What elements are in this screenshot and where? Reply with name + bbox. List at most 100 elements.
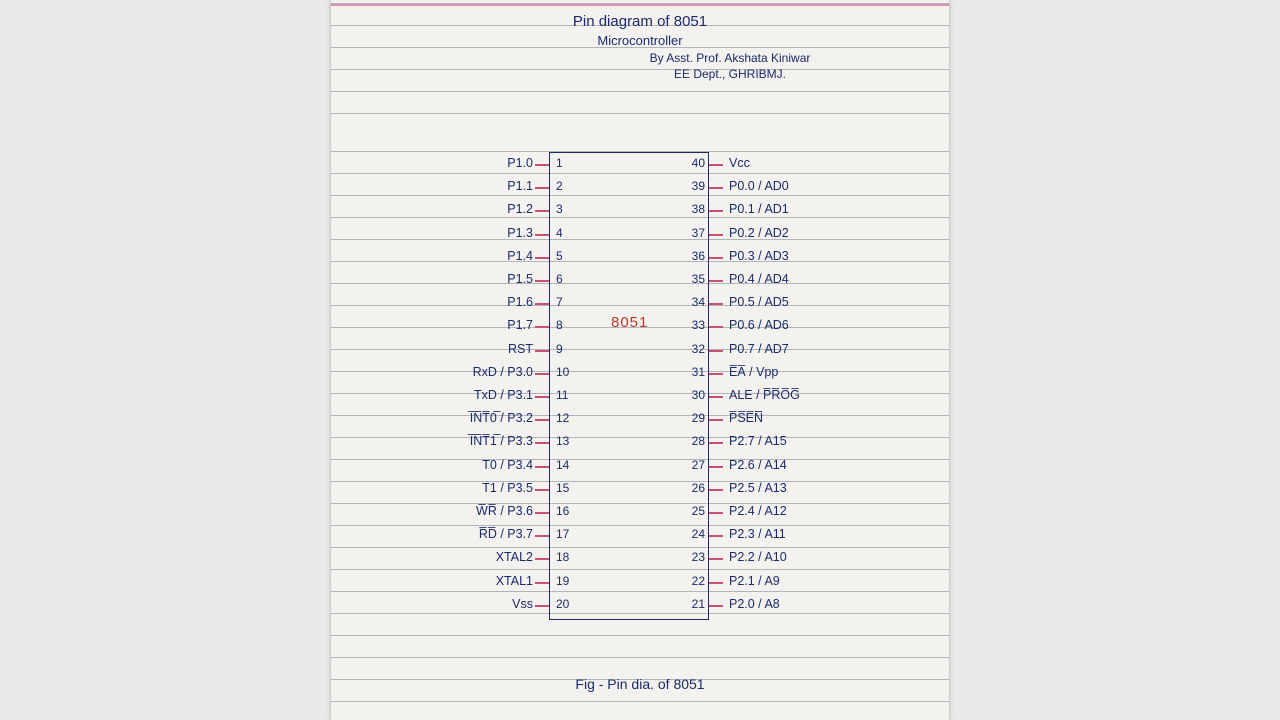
pin-right-number: 34 (685, 295, 705, 309)
pin-stub (535, 396, 549, 398)
pin-left-number: 13 (556, 434, 569, 448)
pin-row: RxD / P3.01031E̅A̅ / Vpp (331, 363, 951, 385)
pin-left-label: P1.2 (507, 202, 533, 216)
pin-stub (535, 582, 549, 584)
pin-row: P1.1239P0.0 / AD0 (331, 177, 951, 199)
pin-right-label: P2.1 / A9 (729, 574, 780, 588)
pin-stub (709, 187, 723, 189)
pin-row: P1.7 8 33 P0.6 / AD6 (331, 316, 951, 338)
pin-row: I̅N̅T̅1̅ / P3.3 13 28 P2.7 / A15 (331, 432, 951, 454)
pin-stub (535, 350, 549, 352)
pin-right-label: P0.1 / AD1 (729, 202, 789, 216)
pin-row: RST932P0.7 / AD7 (331, 340, 951, 362)
pin-right-number: 29 (685, 411, 705, 425)
pin-left-number: 7 (556, 295, 563, 309)
pin-left-number: 12 (556, 411, 569, 425)
pin-right-label: E̅A̅ / Vpp (729, 365, 778, 379)
pin-stub (535, 373, 549, 375)
pin-row: XTAL21823P2.2 / A10 (331, 548, 951, 570)
pin-row: R̅D̅ / P3.71724P2.3 / A11 (331, 525, 951, 547)
figure-caption: Fig - Pin dia. of 8051 (331, 676, 949, 692)
pin-left-number: 4 (556, 226, 563, 240)
pin-row: P1.5635P0.4 / AD4 (331, 270, 951, 292)
pin-left-label: XTAL2 (496, 550, 533, 564)
pin-left-label: P1.7 (507, 318, 533, 332)
pin-right-label: P0.2 / AD2 (729, 226, 789, 240)
pin-left-number: 6 (556, 272, 563, 286)
pin-right-label: P0.6 / AD6 (729, 318, 789, 332)
pin-right-number: 21 (685, 597, 705, 611)
pin-right-number: 25 (685, 504, 705, 518)
pin-stub (535, 512, 549, 514)
pin-stub (709, 535, 723, 537)
pin-row: W̅R̅ / P3.61625P2.4 / A12 (331, 502, 951, 524)
page-header: Pin diagram of 8051 Microcontroller By A… (331, 12, 949, 82)
pin-stub (709, 257, 723, 259)
pin-right-label: P2.3 / A11 (729, 527, 786, 541)
pin-stub (709, 210, 723, 212)
pin-left-label: P1.4 (507, 249, 533, 263)
pin-row: T1 / P3.51526P2.5 / A13 (331, 479, 951, 501)
pin-left-label: I̅N̅T̅1̅ / P3.3 (470, 434, 533, 448)
pin-left-label: R̅D̅ / P3.7 (479, 527, 533, 541)
pin-row: P1.3437P0.2 / AD2 (331, 224, 951, 246)
pin-stub (709, 489, 723, 491)
pin-left-number: 18 (556, 550, 569, 564)
pin-left-label: P1.6 (507, 295, 533, 309)
diagram-subtitle: Microcontroller (331, 32, 949, 50)
pin-row: I̅N̅T̅0̅ / P3.21229P̅S̅E̅N̅ (331, 409, 951, 431)
pin-stub (709, 605, 723, 607)
pin-left-label: TxD / P3.1 (474, 388, 533, 402)
pin-right-label: Vcc (729, 156, 750, 170)
pin-right-label: P0.4 / AD4 (729, 272, 789, 286)
pin-right-label: P2.7 / A15 (729, 434, 787, 448)
pin-left-number: 15 (556, 481, 569, 495)
pin-stub (709, 350, 723, 352)
pin-left-number: 20 (556, 597, 569, 611)
pin-left-number: 11 (556, 388, 568, 402)
pin-right-number: 30 (685, 388, 705, 402)
pin-right-label: P2.5 / A13 (729, 481, 787, 495)
pin-left-label: Vss (512, 597, 533, 611)
author-line: By Asst. Prof. Akshata Kiniwar (331, 50, 949, 66)
pin-right-number: 22 (685, 574, 705, 588)
pin-right-number: 27 (685, 458, 705, 472)
pin-right-number: 32 (685, 342, 705, 356)
pin-right-number: 40 (685, 156, 705, 170)
pin-stub (535, 466, 549, 468)
pin-stub (709, 280, 723, 282)
pin-left-label: P1.1 (507, 179, 533, 193)
pin-stub (709, 396, 723, 398)
pin-left-number: 3 (556, 202, 563, 216)
pin-left-number: 8 (556, 318, 563, 332)
pin-row: Vss2021P2.0 / A8 (331, 595, 951, 617)
pin-right-number: 33 (685, 318, 705, 332)
pin-stub (709, 582, 723, 584)
pin-left-label: P1.0 (507, 156, 533, 170)
pin-right-number: 31 (685, 365, 705, 379)
pin-stub (535, 234, 549, 236)
pin-stub (709, 512, 723, 514)
pin-row: P1.6734P0.5 / AD5 (331, 293, 951, 315)
pin-left-label: T0 / P3.4 (482, 458, 533, 472)
pin-stub (709, 558, 723, 560)
pin-row: P1.4536P0.3 / AD3 (331, 247, 951, 269)
pin-right-number: 36 (685, 249, 705, 263)
pin-right-number: 23 (685, 550, 705, 564)
pin-stub (535, 164, 549, 166)
pin-stub (535, 210, 549, 212)
pin-left-number: 9 (556, 342, 563, 356)
pin-row: TxD / P3.11130ALE / P̅R̅O̅G̅ (331, 386, 951, 408)
pin-left-number: 1 (556, 156, 563, 170)
pin-left-label: T1 / P3.5 (482, 481, 533, 495)
pin-right-number: 28 (685, 434, 705, 448)
pin-right-number: 38 (685, 202, 705, 216)
pin-stub (535, 280, 549, 282)
pin-stub (535, 257, 549, 259)
diagram-title: Pin diagram of 8051 (331, 12, 949, 32)
dept-line: EE Dept., GHRIBMJ. (331, 66, 949, 82)
pin-left-number: 2 (556, 179, 563, 193)
pin-left-label: RxD / P3.0 (473, 365, 533, 379)
pin-right-label: P̅S̅E̅N̅ (729, 411, 763, 425)
pin-stub (535, 605, 549, 607)
